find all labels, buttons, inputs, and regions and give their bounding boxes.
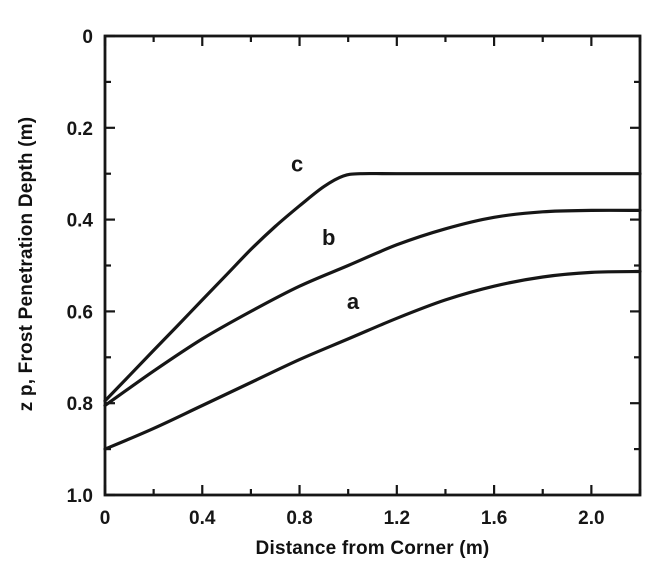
y-tick-label: 0.8: [67, 394, 93, 415]
x-tick-label: 0.8: [286, 508, 312, 529]
x-tick-label: 0: [100, 508, 111, 529]
y-tick-label: 0: [82, 27, 93, 48]
y-tick-label: 0.2: [67, 119, 93, 140]
x-axis-label: Distance from Corner (m): [255, 538, 490, 559]
x-tick-label: 0.4: [189, 508, 216, 529]
x-tick-label: 1.6: [481, 508, 507, 529]
series-a-line: [103, 269, 642, 451]
series-c-line: [103, 171, 642, 403]
y-tick-label: 1.0: [67, 486, 93, 507]
series-b-label: b: [322, 225, 335, 250]
y-axis-label: z p, Frost Penetration Depth (m): [16, 116, 37, 412]
series-b-line: [103, 208, 642, 408]
y-tick-label: 0.4: [67, 211, 94, 232]
series-c-label: c: [291, 151, 303, 176]
x-tick-label: 1.2: [384, 508, 410, 529]
y-tick-label: 0.6: [67, 302, 93, 323]
series-a-label: a: [347, 289, 360, 314]
x-tick-label: 2.0: [578, 508, 604, 529]
axes-frame: [103, 34, 642, 497]
